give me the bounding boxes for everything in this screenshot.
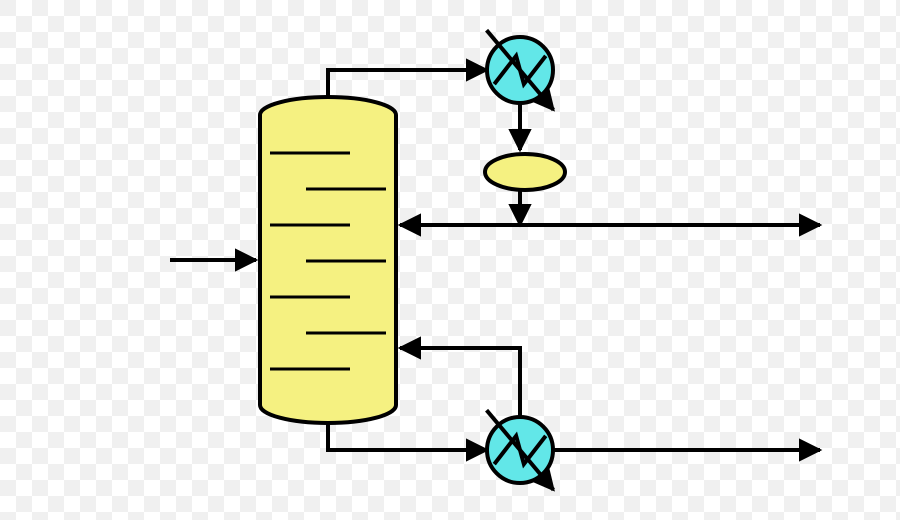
distillation-column: [260, 97, 396, 423]
reflux-drum: [485, 154, 565, 190]
checker-background: [0, 0, 900, 520]
distillation-diagram: [0, 0, 900, 520]
